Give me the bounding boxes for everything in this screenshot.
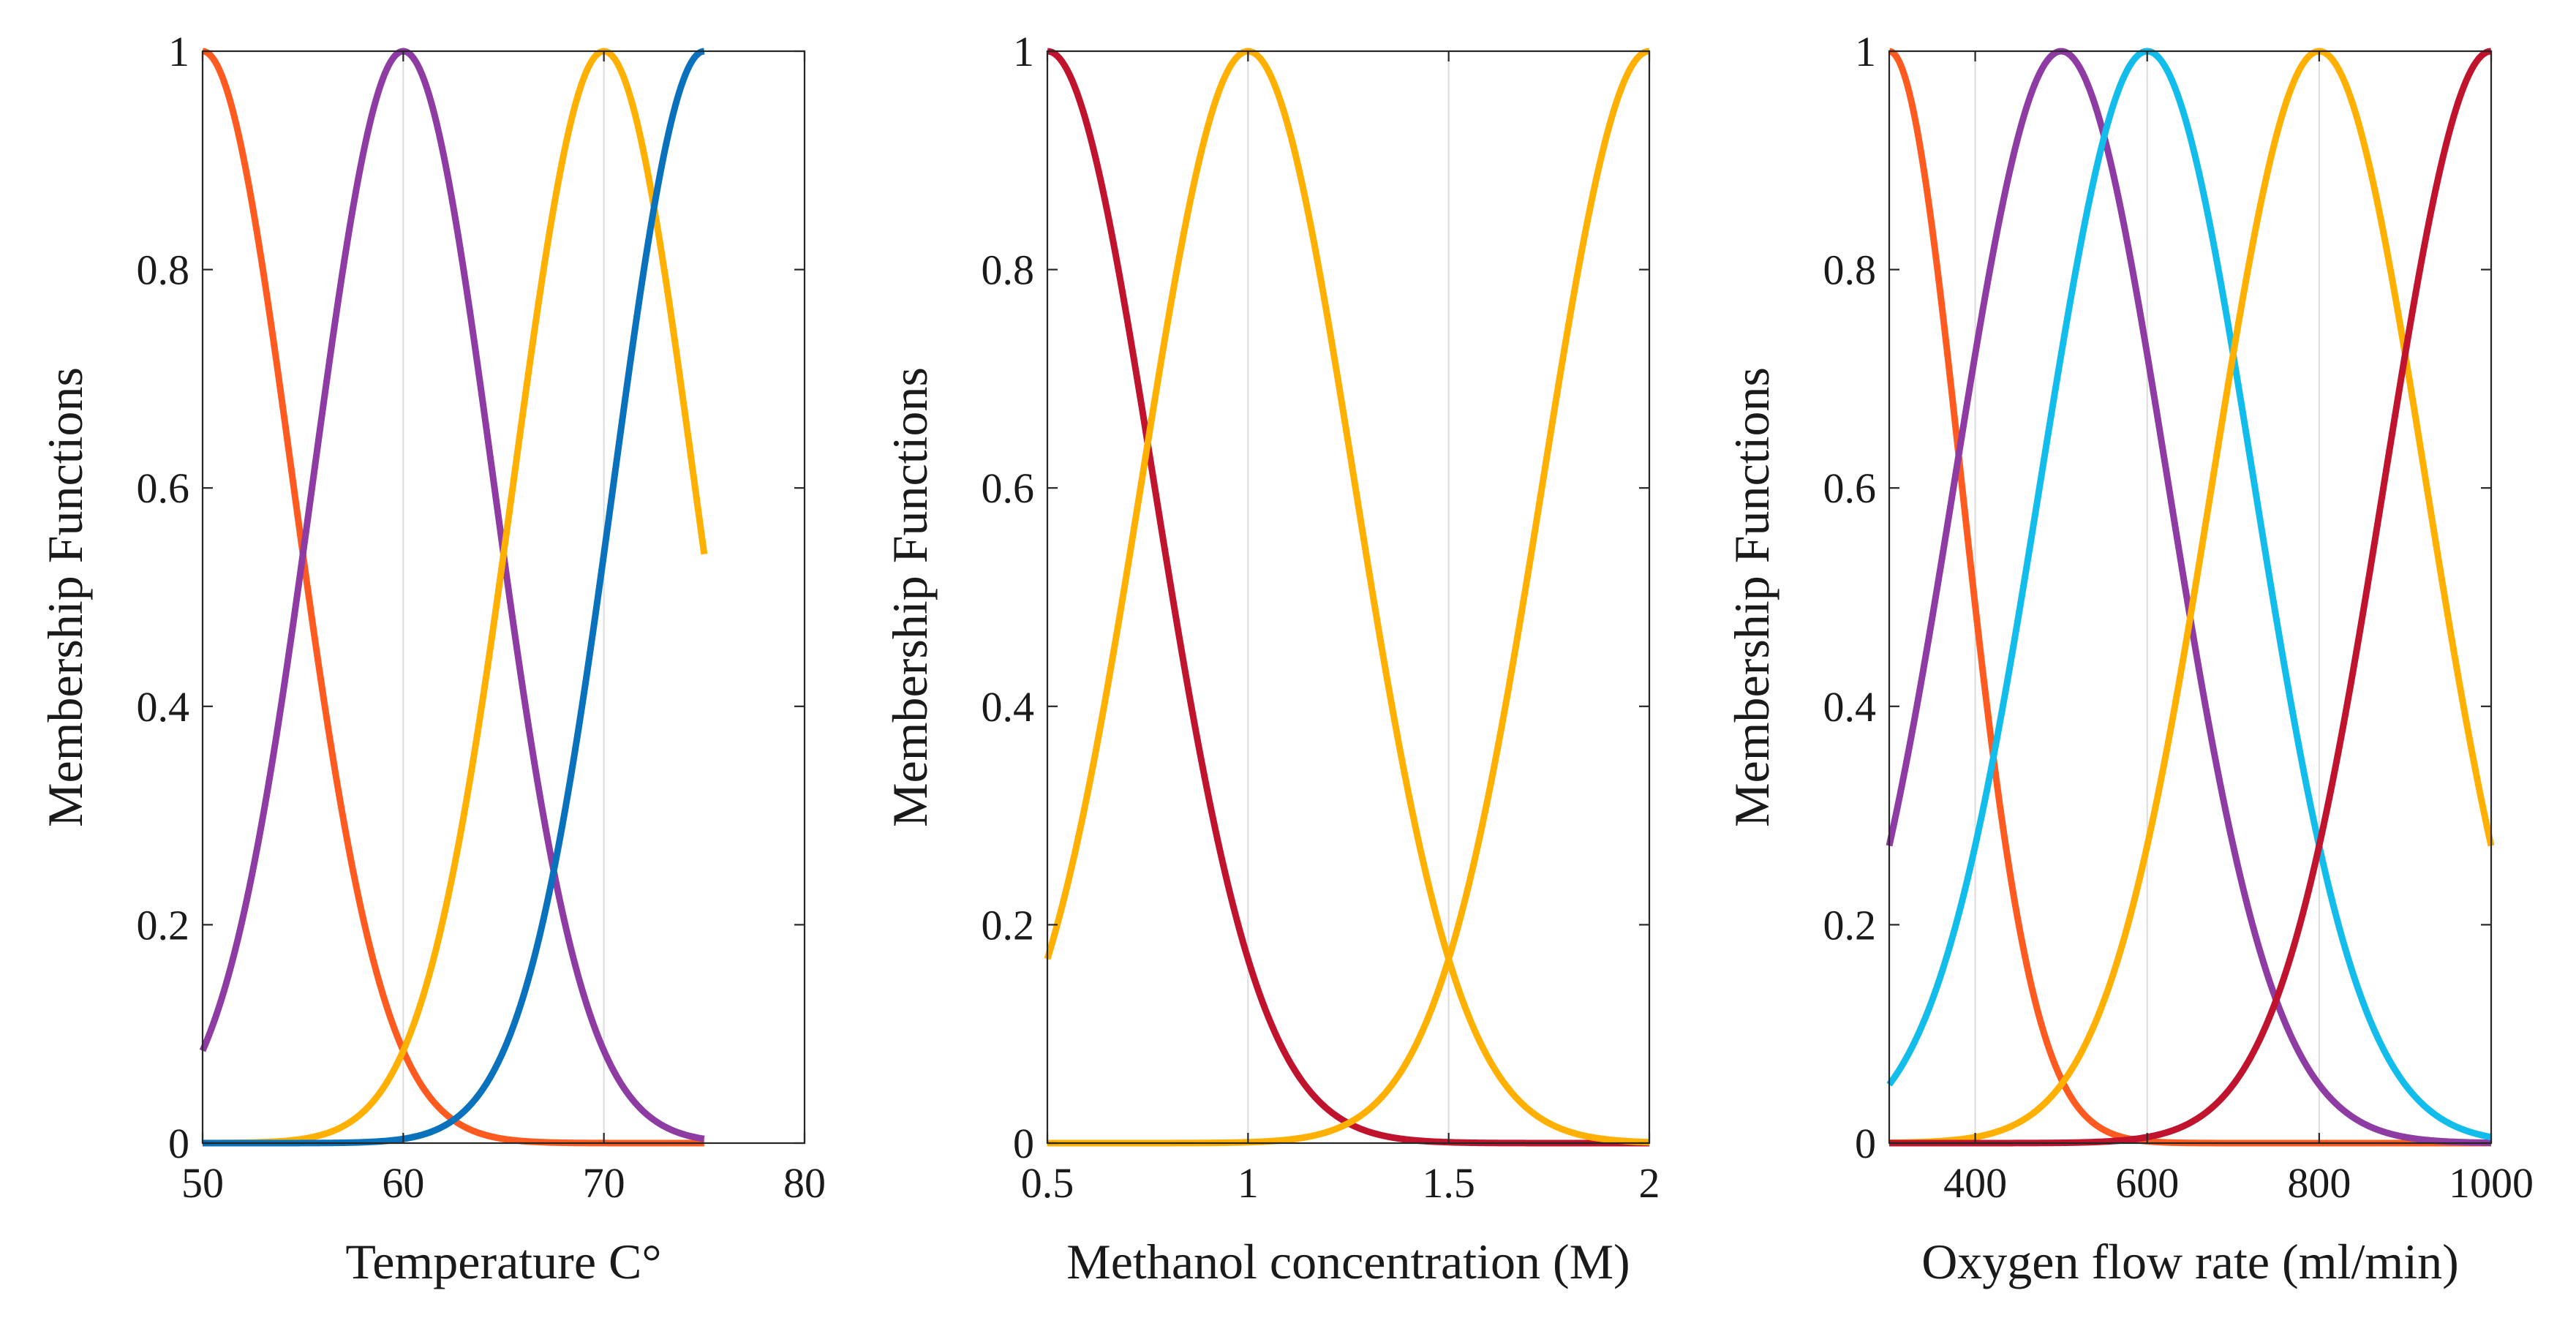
y-tick-label: 0.6	[982, 464, 1035, 512]
axes-box	[1888, 50, 2493, 1145]
y-axis-label: Membership Functions	[1724, 367, 1780, 827]
x-tick-label: 70	[583, 1159, 625, 1207]
panel-oxygen: 400 600 800 1000 0 0.2 0.4 0.6 0.8 1 Oxygen flow …	[1724, 28, 2534, 1289]
x-axis-label: Temperature C°	[345, 1234, 661, 1289]
x-tick-label: 60	[382, 1159, 424, 1207]
series-line-4	[1888, 48, 2495, 1147]
y-tick-label: 0.4	[137, 683, 190, 731]
y-tick-label: 0	[1013, 1120, 1034, 1167]
series-line-3	[1046, 48, 1651, 1147]
series-line-2	[1886, 48, 2493, 1147]
x-tick-label: 800	[2287, 1159, 2351, 1207]
series-line-2	[1044, 48, 1651, 1146]
y-tick-label: 0	[168, 1120, 189, 1167]
series-line-1	[1046, 48, 1651, 1147]
x-tick-label: 0.5	[1021, 1159, 1074, 1207]
x-tick-label: 1	[1238, 1159, 1259, 1207]
x-axis-label: Oxygen flow rate (ml/min)	[1921, 1234, 2459, 1289]
y-axis-label: Membership Functions	[37, 367, 93, 827]
y-tick-label: 0.4	[982, 683, 1035, 731]
x-axis-label: Methanol concentration (M)	[1066, 1234, 1630, 1289]
y-tick-label: 1	[1013, 28, 1034, 75]
x-tick-label: 400	[1943, 1159, 2007, 1207]
y-tick-label: 0.6	[1823, 464, 1877, 512]
y-tick-label: 1	[168, 28, 189, 75]
series-line-5	[1888, 48, 2493, 1147]
x-tick-label: 80	[783, 1159, 826, 1207]
y-tick-label: 1	[1855, 28, 1876, 75]
axes-box	[201, 50, 806, 1145]
panel-temperature: 50 60 70 80 0 0.2 0.4 0.6 0.8 1 Temperature C° Me…	[37, 28, 826, 1289]
x-tick-label: 1000	[2449, 1159, 2534, 1207]
series-line-1	[1888, 48, 2493, 1147]
y-tick-label: 0.8	[137, 246, 190, 294]
axes-box	[1046, 50, 1651, 1145]
x-tick-label: 2	[1639, 1159, 1660, 1207]
y-tick-label: 0.8	[982, 246, 1035, 294]
y-tick-label: 0.2	[1823, 901, 1877, 949]
y-tick-label: 0.4	[1823, 683, 1877, 731]
y-tick-label: 0.6	[137, 464, 190, 512]
panel-methanol: 0.5 1 1.5 2 0 0.2 0.4 0.6 0.8 1 Methanol concentr…	[882, 28, 1660, 1289]
y-tick-label: 0.2	[982, 901, 1035, 949]
x-tick-label: 600	[2115, 1159, 2179, 1207]
series-line-3	[1886, 48, 2493, 1141]
y-tick-label: 0	[1855, 1120, 1876, 1167]
y-tick-label: 0.2	[137, 901, 190, 949]
y-axis-label: Membership Functions	[882, 367, 938, 827]
series-line-2	[199, 48, 706, 1142]
y-tick-label: 0.8	[1823, 246, 1877, 294]
x-tick-label: 1.5	[1422, 1159, 1475, 1207]
x-tick-label: 50	[181, 1159, 224, 1207]
